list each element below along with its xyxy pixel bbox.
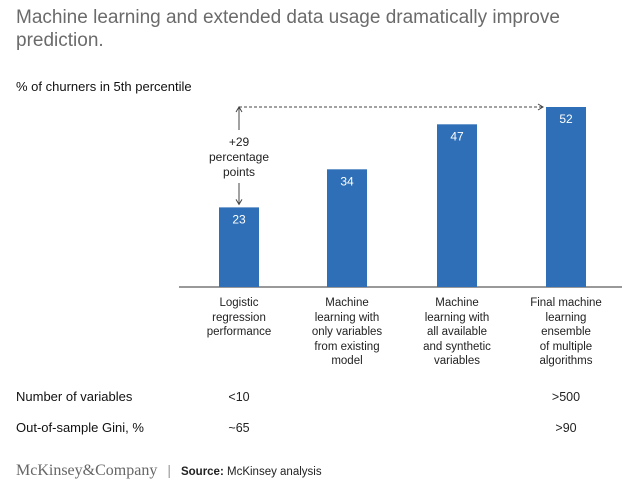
- source-note: Source: McKinsey analysis: [181, 466, 322, 478]
- bar-2: [437, 124, 477, 287]
- row-label-gini: Out-of-sample Gini, %: [16, 420, 144, 435]
- category-label-1: Machine learning with only variables fro…: [311, 297, 383, 367]
- bar-value-label-1: 34: [340, 174, 354, 188]
- footer: McKinsey&Company | Source: McKinsey anal…: [16, 462, 322, 480]
- annotation-arrow-right: [537, 103, 544, 111]
- mckinsey-logo: McKinsey&Company: [16, 462, 158, 479]
- row-value-gini-final: >90: [555, 421, 577, 435]
- source-text: McKinsey analysis: [223, 466, 322, 478]
- row-value-gini-logistic: ~65: [228, 421, 250, 435]
- annotation-arrow-up: [235, 106, 243, 113]
- row-value-variables-final: >500: [551, 390, 581, 404]
- annotation-arrow-down: [235, 199, 243, 206]
- row-label-number-of-variables: Number of variables: [16, 389, 133, 404]
- chart-subtitle: % of churners in 5th percentile: [16, 79, 192, 94]
- category-label-3: Final machine learning ensemble of multi…: [530, 297, 602, 367]
- row-value-variables-logistic: <10: [228, 390, 250, 404]
- bar-1: [327, 169, 367, 287]
- bar-3: [546, 107, 586, 287]
- bar-value-label-2: 47: [450, 129, 464, 143]
- annotation-label: +29 percentage points: [209, 135, 269, 179]
- category-label-2: Machine learning with all available and …: [423, 297, 491, 367]
- category-label-0: Logistic regression performance: [206, 297, 272, 338]
- bar-value-label-0: 23: [232, 212, 246, 226]
- footer-separator: |: [167, 462, 171, 478]
- bar-value-label-3: 52: [559, 112, 573, 126]
- bar-0: [219, 207, 259, 287]
- chart-title: Machine learning and extended data usage…: [16, 7, 560, 51]
- source-label: Source:: [180, 466, 224, 478]
- bar-chart: 23 34 47 52 +29 percentage points: [179, 103, 622, 288]
